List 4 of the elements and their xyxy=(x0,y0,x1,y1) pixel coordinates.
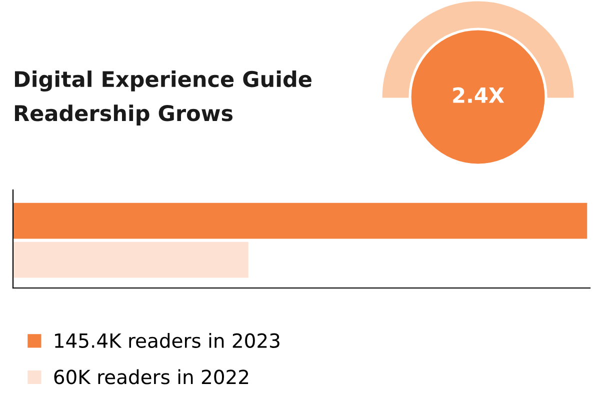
legend-label: 145.4K readers in 2023 xyxy=(55,332,280,348)
legend-label: 60K readers in 2022 xyxy=(54,369,248,384)
text: 2.4X xyxy=(453,87,504,103)
chart-title: Digital Experience Guide Readership Grows xyxy=(14,70,312,126)
